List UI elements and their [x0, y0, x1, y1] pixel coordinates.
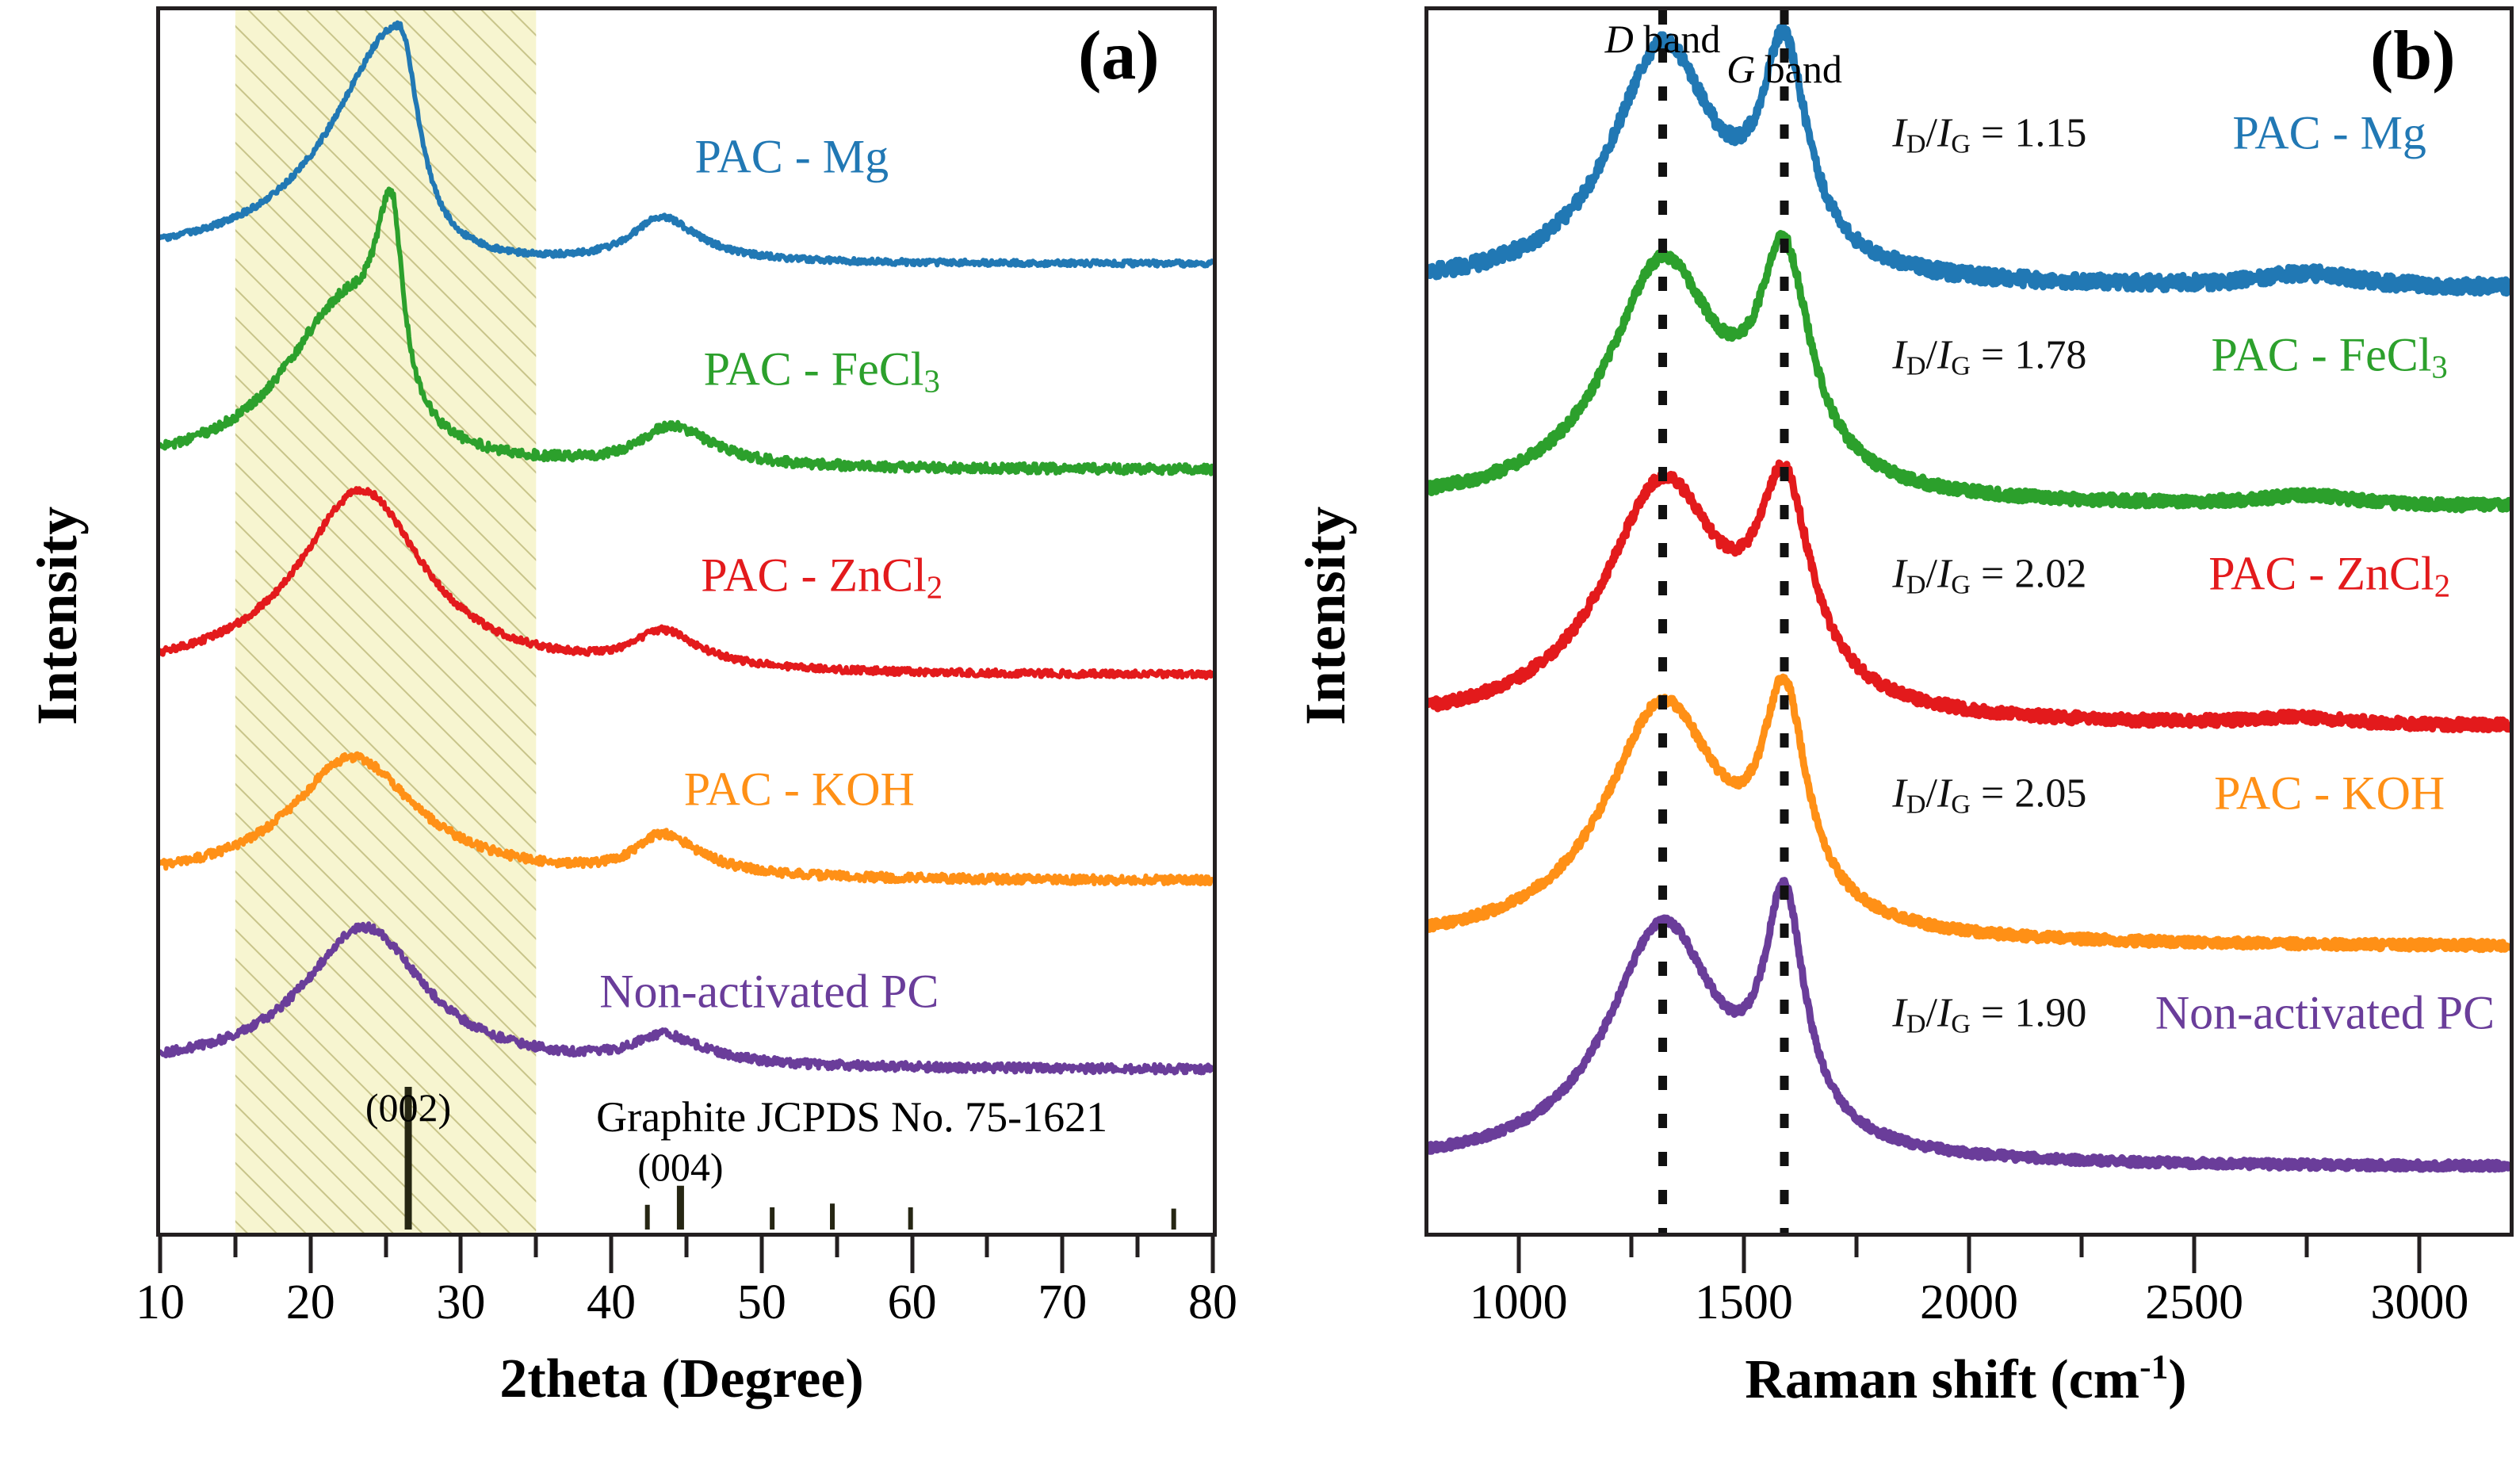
x-tick-major — [2417, 1237, 2422, 1273]
series-label-mg: PAC - Mg — [694, 130, 889, 183]
x-tick-label: 70 — [1038, 1276, 1088, 1329]
x-tick-label: 60 — [887, 1276, 937, 1329]
x-tick-label: 2000 — [1920, 1276, 2018, 1329]
x-tick-minor — [2079, 1237, 2084, 1257]
x-tick-minor — [533, 1237, 538, 1257]
id-ig-ratio-zncl2: ID/IG = 2.02 — [1892, 551, 2087, 600]
raman-curve-pac-zncl2 — [1428, 459, 2510, 734]
panel-a-svg-canvas — [160, 10, 1213, 1233]
x-tick-minor — [233, 1237, 238, 1257]
raman-curve-non-activated-pc — [1428, 877, 2510, 1173]
series-label-pc: Non-activated PC — [599, 965, 939, 1018]
raman-curve-pac-fecl3 — [1428, 230, 2510, 514]
x-tick-minor — [684, 1237, 689, 1257]
series-label-mg: PAC - Mg — [2232, 106, 2426, 159]
x-tick-label: 20 — [285, 1276, 335, 1329]
panel-a-y-axis-label: Intensity — [25, 505, 89, 725]
x-tick-minor — [384, 1237, 388, 1257]
series-label-koh: PAC - KOH — [683, 763, 915, 816]
x-tick-minor — [835, 1237, 839, 1257]
x-tick-minor — [1135, 1237, 1140, 1257]
x-tick-major — [1210, 1237, 1215, 1273]
id-ig-ratio-fecl3: ID/IG = 1.78 — [1892, 332, 2087, 381]
x-tick-major — [158, 1237, 163, 1273]
panel-b-y-axis-label: Intensity — [1293, 505, 1357, 725]
x-tick-major — [2192, 1237, 2197, 1273]
x-tick-label: 30 — [436, 1276, 486, 1329]
x-tick-label: 40 — [587, 1276, 637, 1329]
panel-b-svg-canvas — [1428, 10, 2510, 1233]
id-ig-ratio-pc: ID/IG = 1.90 — [1892, 990, 2087, 1039]
panel-a-x-axis-label: 2theta (Degree) — [499, 1348, 864, 1409]
x-tick-label: 1000 — [1469, 1276, 1568, 1329]
x-tick-major — [1516, 1237, 1521, 1273]
series-label-fecl3: PAC - FeCl3 — [703, 342, 940, 400]
x-tick-major — [458, 1237, 463, 1273]
panel-b-plot-area — [1424, 6, 2514, 1237]
xrd-curve-non-activated-pc — [160, 921, 1213, 1076]
raman-curve-pac-koh — [1428, 673, 2510, 954]
jcpds-reference-note: Graphite JCPDS No. 75-1621 — [596, 1093, 1108, 1141]
x-tick-label: 3000 — [2370, 1276, 2469, 1329]
xrd-curve-pac-zncl2 — [160, 486, 1213, 681]
x-tick-major — [1060, 1237, 1065, 1273]
x-tick-label: 10 — [136, 1276, 185, 1329]
x-tick-major — [1967, 1237, 1971, 1273]
id-ig-ratio-mg: ID/IG = 1.15 — [1892, 110, 2087, 159]
panel-b-raman: Intensity (b) 1000 1500 2000 2500 3000 Raman… — [1268, 0, 2516, 1484]
raman-curve-pac-mg — [1428, 23, 2510, 297]
x-tick-minor — [985, 1237, 989, 1257]
xrd-curve-pac-koh — [160, 751, 1213, 887]
x-tick-major — [759, 1237, 764, 1273]
panel-b-x-axis-label: Raman shift (cm-1) — [1745, 1348, 2187, 1411]
panel-a-tag: (a) — [1078, 17, 1160, 94]
panel-a-plot-area — [156, 6, 1217, 1237]
x-tick-label: 80 — [1188, 1276, 1237, 1329]
x-tick-label: 1500 — [1694, 1276, 1793, 1329]
x-tick-minor — [2304, 1237, 2309, 1257]
x-tick-minor — [1854, 1237, 1859, 1257]
x-tick-major — [609, 1237, 614, 1273]
x-tick-minor — [1629, 1237, 1634, 1257]
series-label-koh: PAC - KOH — [2214, 767, 2445, 820]
x-tick-label: 50 — [736, 1276, 786, 1329]
band-label-g: G band — [1726, 47, 1842, 91]
x-tick-label: 2500 — [2145, 1276, 2244, 1329]
x-tick-major — [910, 1237, 915, 1273]
jcpds-hkl-label: (004) — [637, 1145, 724, 1189]
panel-a-xrd: Intensity (a) 10 20 30 40 50 60 70 80 2theta (D… — [0, 0, 1245, 1484]
xrd-curve-pac-fecl3 — [160, 186, 1213, 476]
series-label-zncl2: PAC - ZnCl2 — [701, 549, 943, 606]
x-tick-major — [308, 1237, 313, 1273]
series-label-fecl3: PAC - FeCl3 — [2211, 328, 2448, 385]
series-label-zncl2: PAC - ZnCl2 — [2208, 547, 2451, 604]
panel-b-x-ticks — [1268, 1237, 2516, 1273]
xrd-curve-pac-mg — [160, 20, 1213, 269]
band-label-d: D band — [1604, 17, 1721, 61]
panel-b-x-tick-labels: 1000 1500 2000 2500 3000 — [1268, 1275, 2516, 1346]
id-ig-ratio-koh: ID/IG = 2.05 — [1892, 771, 2087, 820]
panel-a-x-ticks — [0, 1237, 1245, 1273]
jcpds-hkl-label: (002) — [365, 1085, 452, 1130]
panel-b-tag: (b) — [2370, 17, 2456, 94]
series-label-pc: Non-activated PC — [2155, 986, 2495, 1039]
x-tick-major — [1742, 1237, 1746, 1273]
panel-a-x-tick-labels: 10 20 30 40 50 60 70 80 — [0, 1275, 1245, 1346]
